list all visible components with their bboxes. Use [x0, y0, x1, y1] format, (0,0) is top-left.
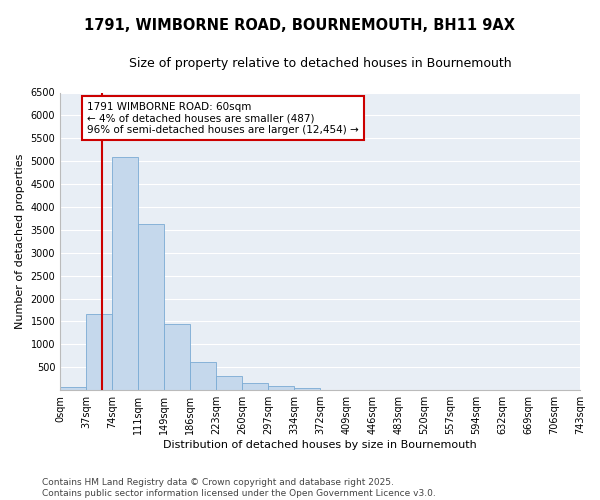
X-axis label: Distribution of detached houses by size in Bournemouth: Distribution of detached houses by size …	[163, 440, 477, 450]
Bar	[86, 314, 112, 390]
Bar	[112, 156, 138, 390]
Text: Contains HM Land Registry data © Crown copyright and database right 2025.
Contai: Contains HM Land Registry data © Crown c…	[42, 478, 436, 498]
Title: Size of property relative to detached houses in Bournemouth: Size of property relative to detached ho…	[129, 58, 511, 70]
Bar	[190, 362, 216, 390]
Bar	[268, 386, 294, 390]
Bar	[138, 224, 164, 390]
Y-axis label: Number of detached properties: Number of detached properties	[15, 154, 25, 329]
Bar	[216, 376, 242, 390]
Bar	[242, 383, 268, 390]
Text: 1791 WIMBORNE ROAD: 60sqm
← 4% of detached houses are smaller (487)
96% of semi-: 1791 WIMBORNE ROAD: 60sqm ← 4% of detach…	[88, 102, 359, 135]
Text: 1791, WIMBORNE ROAD, BOURNEMOUTH, BH11 9AX: 1791, WIMBORNE ROAD, BOURNEMOUTH, BH11 9…	[85, 18, 515, 32]
Bar	[294, 388, 320, 390]
Bar	[164, 324, 190, 390]
Bar	[60, 388, 86, 390]
